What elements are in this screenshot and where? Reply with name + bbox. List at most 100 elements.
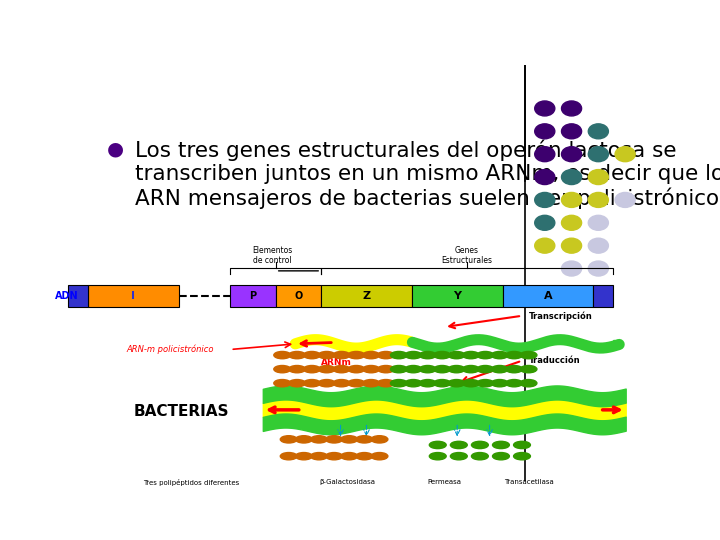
Circle shape: [492, 441, 509, 449]
Circle shape: [562, 238, 582, 253]
Circle shape: [562, 124, 582, 139]
Circle shape: [451, 453, 467, 460]
Circle shape: [333, 366, 350, 373]
Circle shape: [513, 441, 531, 449]
Circle shape: [491, 352, 508, 359]
Circle shape: [492, 453, 509, 460]
FancyBboxPatch shape: [88, 285, 179, 307]
Circle shape: [280, 453, 297, 460]
Circle shape: [280, 436, 297, 443]
Text: Z: Z: [362, 291, 371, 301]
Circle shape: [448, 352, 465, 359]
Text: ●: ●: [107, 140, 124, 159]
Circle shape: [520, 366, 537, 373]
Circle shape: [274, 380, 291, 387]
Circle shape: [588, 215, 608, 230]
Circle shape: [325, 453, 343, 460]
Circle shape: [562, 192, 582, 207]
FancyBboxPatch shape: [321, 285, 412, 307]
Circle shape: [462, 352, 480, 359]
Circle shape: [289, 352, 305, 359]
Circle shape: [520, 380, 537, 387]
Circle shape: [390, 380, 408, 387]
Circle shape: [318, 352, 335, 359]
Circle shape: [588, 238, 608, 253]
Circle shape: [390, 352, 408, 359]
Text: β-Galactosidasa: β-Galactosidasa: [319, 478, 375, 485]
Circle shape: [310, 436, 328, 443]
Circle shape: [348, 366, 365, 373]
Circle shape: [562, 101, 582, 116]
Circle shape: [348, 380, 365, 387]
Text: Transcripción: Transcripción: [528, 311, 593, 321]
Circle shape: [588, 261, 608, 276]
Circle shape: [535, 215, 555, 230]
Circle shape: [535, 170, 555, 185]
Circle shape: [505, 380, 523, 387]
Circle shape: [371, 436, 388, 443]
Circle shape: [363, 380, 379, 387]
Circle shape: [491, 366, 508, 373]
Circle shape: [472, 453, 488, 460]
Circle shape: [405, 380, 422, 387]
Circle shape: [318, 366, 335, 373]
Circle shape: [295, 436, 312, 443]
Circle shape: [341, 436, 358, 443]
Circle shape: [303, 352, 320, 359]
Circle shape: [451, 441, 467, 449]
Circle shape: [433, 366, 451, 373]
FancyBboxPatch shape: [503, 285, 593, 307]
Circle shape: [588, 124, 608, 139]
Circle shape: [535, 101, 555, 116]
Circle shape: [433, 352, 451, 359]
Text: BACTERIAS: BACTERIAS: [133, 404, 229, 418]
Circle shape: [419, 352, 436, 359]
Circle shape: [289, 366, 305, 373]
Circle shape: [405, 352, 422, 359]
Circle shape: [562, 215, 582, 230]
Text: O: O: [294, 291, 302, 301]
Circle shape: [303, 380, 320, 387]
Text: ADN: ADN: [55, 291, 79, 301]
FancyBboxPatch shape: [68, 285, 88, 307]
Circle shape: [520, 352, 537, 359]
Circle shape: [513, 453, 531, 460]
Text: ARN-m policistrónico: ARN-m policistrónico: [127, 345, 215, 354]
Circle shape: [448, 380, 465, 387]
Circle shape: [363, 352, 379, 359]
Circle shape: [535, 147, 555, 161]
Circle shape: [356, 453, 373, 460]
Circle shape: [419, 380, 436, 387]
Text: A: A: [544, 291, 552, 301]
Circle shape: [535, 192, 555, 207]
Circle shape: [419, 366, 436, 373]
Circle shape: [390, 366, 408, 373]
Circle shape: [615, 147, 635, 161]
Circle shape: [462, 380, 480, 387]
FancyBboxPatch shape: [276, 285, 321, 307]
Circle shape: [535, 124, 555, 139]
Circle shape: [348, 352, 365, 359]
Circle shape: [371, 453, 388, 460]
FancyBboxPatch shape: [230, 285, 276, 307]
Circle shape: [318, 380, 335, 387]
Circle shape: [377, 366, 395, 373]
Circle shape: [477, 352, 494, 359]
Circle shape: [377, 352, 395, 359]
Text: Y: Y: [453, 291, 462, 301]
Circle shape: [505, 366, 523, 373]
Text: Los tres genes estructurales del operón lactosa se
transcriben juntos en un mism: Los tres genes estructurales del operón …: [135, 140, 720, 210]
Circle shape: [562, 261, 582, 276]
Text: ARNm: ARNm: [321, 358, 352, 367]
Circle shape: [615, 192, 635, 207]
Circle shape: [363, 366, 379, 373]
Circle shape: [433, 380, 451, 387]
Circle shape: [562, 170, 582, 185]
Circle shape: [588, 147, 608, 161]
Circle shape: [505, 352, 523, 359]
Circle shape: [341, 453, 358, 460]
Circle shape: [462, 366, 480, 373]
Text: I: I: [131, 291, 135, 301]
Circle shape: [356, 436, 373, 443]
Circle shape: [588, 170, 608, 185]
